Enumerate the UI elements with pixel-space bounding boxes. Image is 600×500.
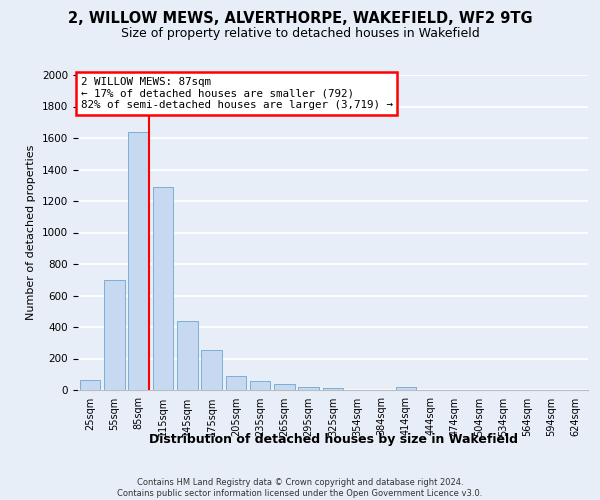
Bar xyxy=(152,187,173,390)
Bar xyxy=(274,384,295,390)
Bar xyxy=(250,382,271,390)
Bar xyxy=(128,132,149,390)
Bar xyxy=(226,376,246,390)
Bar xyxy=(104,280,125,390)
Text: 2, WILLOW MEWS, ALVERTHORPE, WAKEFIELD, WF2 9TG: 2, WILLOW MEWS, ALVERTHORPE, WAKEFIELD, … xyxy=(68,11,532,26)
Y-axis label: Number of detached properties: Number of detached properties xyxy=(26,145,37,320)
Bar xyxy=(201,350,222,390)
Text: Size of property relative to detached houses in Wakefield: Size of property relative to detached ho… xyxy=(121,28,479,40)
Text: Contains HM Land Registry data © Crown copyright and database right 2024.
Contai: Contains HM Land Registry data © Crown c… xyxy=(118,478,482,498)
Bar xyxy=(177,320,197,390)
Bar xyxy=(395,387,416,390)
Bar xyxy=(80,380,100,390)
Bar xyxy=(323,388,343,390)
Text: Distribution of detached houses by size in Wakefield: Distribution of detached houses by size … xyxy=(149,432,517,446)
Text: 2 WILLOW MEWS: 87sqm
← 17% of detached houses are smaller (792)
82% of semi-deta: 2 WILLOW MEWS: 87sqm ← 17% of detached h… xyxy=(80,76,392,110)
Bar xyxy=(298,386,319,390)
